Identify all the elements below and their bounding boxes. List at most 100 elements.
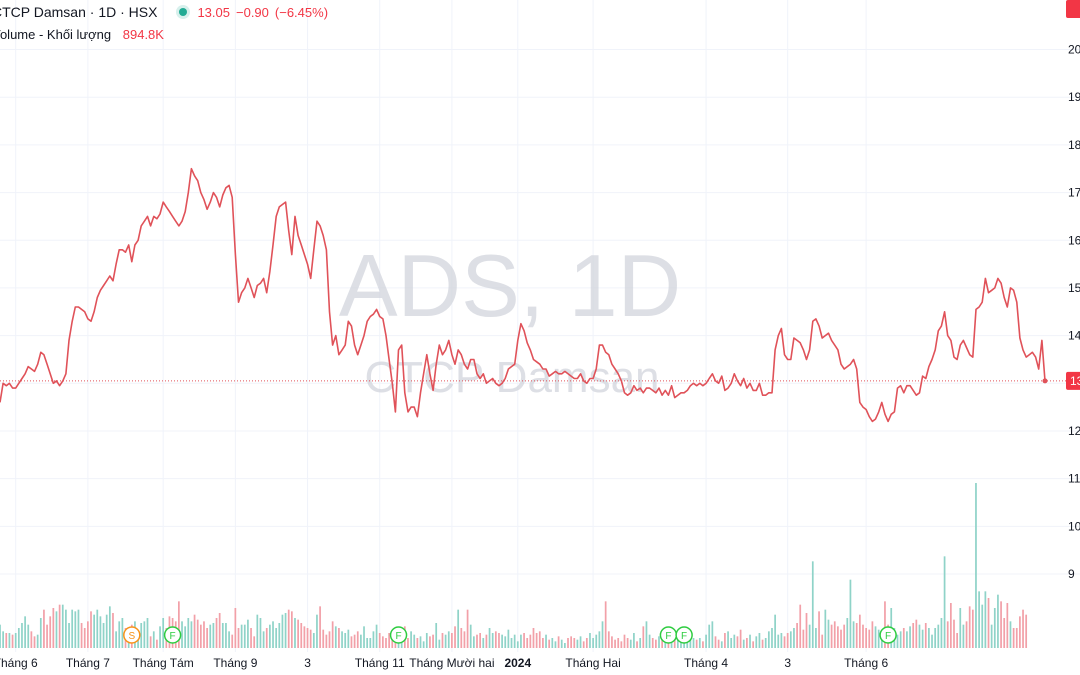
volume-bar (356, 631, 359, 648)
financial-event-icon[interactable]: F (389, 626, 408, 644)
volume-bar (469, 624, 472, 648)
volume-bar (564, 643, 566, 648)
time-axis: Tháng 6 Tháng 7 Tháng Tám Tháng 9 3 Tháng 11 T… (0, 656, 888, 670)
volume-bar (74, 611, 77, 648)
volume-bar (55, 611, 58, 648)
volume-bar (815, 628, 817, 648)
volume-bar (953, 619, 955, 648)
volume-bar (849, 579, 852, 648)
volume-bar (378, 633, 381, 648)
volume-bar (724, 633, 726, 648)
financial-event-icon[interactable]: F (879, 626, 897, 644)
volume-bar (560, 639, 563, 648)
volume-bar (334, 626, 337, 648)
volume-bar (695, 639, 698, 648)
volume-bar (466, 609, 469, 648)
volume-bar (410, 631, 412, 648)
volume-bar (934, 628, 937, 648)
volume-bar (2, 631, 5, 648)
volume-bar (727, 631, 729, 648)
volume-bar (589, 633, 591, 648)
volume-bar (877, 629, 880, 648)
volume-bar (388, 633, 390, 648)
volume-bar (347, 629, 350, 648)
financial-event-icon[interactable]: F (675, 626, 693, 644)
market-status-icon[interactable] (179, 8, 188, 16)
price-line (0, 167, 1046, 423)
volume-bar (344, 633, 347, 648)
time-axis-label: Tháng Tám (133, 656, 194, 670)
price-axis-label: 18 (1068, 138, 1080, 152)
volume-bar (971, 609, 974, 648)
volume-bar (422, 641, 425, 648)
volume-bar (58, 604, 61, 648)
volume-bar (818, 611, 820, 648)
volume-bar (896, 634, 899, 648)
price-axis-label: 16 (1068, 233, 1080, 247)
volume-bar (915, 619, 918, 648)
volume-bar (112, 613, 114, 648)
volume-bar (645, 621, 648, 648)
volume-bar (585, 638, 588, 648)
volume-bar (868, 629, 871, 648)
volume-bar (1022, 609, 1024, 648)
volume-bar (639, 638, 642, 648)
volume-bar (595, 634, 598, 648)
volume-bar (523, 633, 525, 648)
volume-bar (366, 638, 369, 648)
volume-bar (708, 624, 711, 648)
volume-bar (0, 624, 1, 648)
volume-bar (290, 611, 293, 648)
volume-bar (570, 636, 573, 648)
price-change-percent: (−6.45%) (274, 4, 329, 20)
volume-bar (425, 633, 428, 648)
volume-bar (755, 636, 758, 648)
volume-bar (212, 623, 215, 648)
volume-bar (178, 601, 180, 648)
financial-event-icon[interactable]: F (163, 626, 182, 644)
volume-bar (968, 606, 971, 648)
volume-bar (993, 608, 996, 648)
volume-bar (218, 613, 221, 648)
volume-bar (576, 639, 579, 648)
volume-bar (341, 631, 343, 648)
volume-bar (338, 628, 340, 648)
volume-bar (758, 633, 761, 648)
volume-bar (529, 634, 532, 648)
volume-bar (796, 623, 798, 648)
volume-bar (1000, 601, 1002, 648)
volume-bar (137, 634, 139, 648)
volume-bar (843, 624, 846, 648)
volume-bar (661, 638, 664, 648)
time-axis-label: 3 (304, 656, 311, 670)
volume-bar (532, 628, 535, 648)
volume-bar (11, 634, 14, 648)
volume-bar (1015, 628, 1018, 648)
time-axis-label: Tháng 7 (66, 656, 110, 670)
volume-bar (629, 639, 632, 648)
volume-bar (152, 631, 155, 648)
volume-bar (827, 619, 830, 648)
volume-bar (846, 618, 849, 648)
time-axis-label: Tháng 6 (0, 656, 38, 670)
volume-bar (108, 606, 111, 648)
volume-bar (520, 634, 522, 648)
volume-bar (833, 621, 836, 648)
volume-bar (783, 636, 786, 648)
volume-bar (52, 608, 55, 648)
volume-bar (510, 638, 513, 648)
volume-bar (921, 629, 924, 648)
symbol-title[interactable]: CTCP Damsan · 1D · HSX (0, 4, 158, 20)
volume-bar (567, 638, 569, 648)
volume-bar (303, 626, 306, 648)
volume-bar (30, 631, 33, 648)
volume-bar (749, 634, 751, 648)
price-axis-label: 19 (1068, 90, 1080, 104)
volume-bar (498, 633, 500, 648)
price-axis: 20 19 18 17 16 15 14 13 12 11 10 9 (1068, 43, 1080, 581)
volume-bar (614, 639, 616, 648)
financial-event-icon[interactable]: F (659, 626, 678, 644)
volume-bar (297, 619, 299, 648)
split-event-icon[interactable]: S (123, 626, 141, 644)
